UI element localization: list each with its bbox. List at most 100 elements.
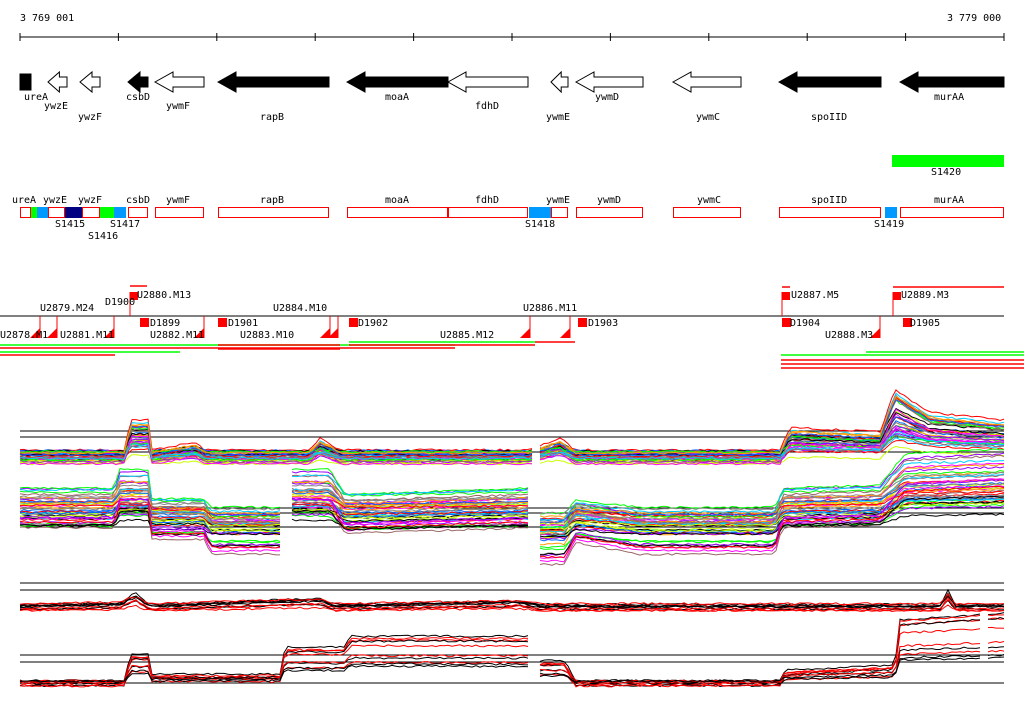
marker-label[interactable]: U2884.M10 <box>273 303 328 314</box>
segment-label: S1416 <box>88 231 119 242</box>
gene-ureA <box>19 73 32 91</box>
panel-1-trace <box>19 408 1005 466</box>
gene-label-fdhD[interactable]: fdhD <box>475 101 500 112</box>
panel-2-trace <box>19 485 1005 559</box>
segment-gene-label: ywmF <box>166 195 191 206</box>
marker-label[interactable]: U2886.M11 <box>523 303 578 314</box>
marker-flag <box>140 318 149 327</box>
green-feature-bar <box>892 155 1004 167</box>
segment-box <box>37 207 48 218</box>
marker-label[interactable]: D1903 <box>588 318 619 329</box>
segment-box <box>673 207 741 218</box>
marker-label[interactable]: U2889.M3 <box>901 290 950 301</box>
green-feature-label: S1420 <box>931 167 962 178</box>
segment-box <box>576 207 643 218</box>
marker-flag <box>30 328 40 338</box>
marker-label[interactable]: U2882.M11 <box>150 330 205 341</box>
marker-label[interactable]: D1899 <box>150 318 181 329</box>
marker-flag <box>893 292 901 300</box>
marker-flag <box>218 318 227 327</box>
marker-label[interactable]: U2885.M12 <box>440 330 495 341</box>
marker-flag <box>328 328 338 338</box>
marker-label[interactable]: D1904 <box>790 318 821 329</box>
segment-label: S1415 <box>55 219 86 230</box>
segment-box <box>128 207 148 218</box>
segment-label: S1419 <box>874 219 905 230</box>
panel-3-trace <box>19 604 1005 613</box>
gene-label-ywmC[interactable]: ywmC <box>696 112 721 123</box>
marker-label[interactable]: U2880.M13 <box>137 290 192 301</box>
panel-3-trace <box>19 592 1005 606</box>
segment-box <box>114 207 126 218</box>
marker-label[interactable]: U2888.M3 <box>825 330 874 341</box>
gene-ywmD <box>574 71 644 93</box>
segment-label: S1418 <box>525 219 556 230</box>
marker-flag <box>782 292 790 300</box>
marker-label[interactable]: U2887.M5 <box>791 290 840 301</box>
segment-box <box>448 207 528 218</box>
gene-label-ywmE[interactable]: ywmE <box>546 112 571 123</box>
marker-label[interactable]: D1900 <box>105 297 136 308</box>
panel-3-trace <box>19 598 1005 610</box>
panel-2-trace <box>19 482 1005 515</box>
segment-box <box>900 207 1004 218</box>
segment-gene-label: ywmE <box>546 195 571 206</box>
marker-flag <box>782 318 791 327</box>
marker-flag <box>903 318 912 327</box>
segment-box <box>82 207 100 218</box>
gene-label-ureA[interactable]: ureA <box>24 92 49 103</box>
panel-1-trace <box>19 399 1005 457</box>
marker-flag <box>320 328 330 338</box>
segment-box <box>551 207 568 218</box>
panel-1-trace <box>19 396 1005 458</box>
segment-box <box>529 207 551 218</box>
segment-box <box>31 207 37 218</box>
gene-label-moaA[interactable]: moaA <box>385 92 410 103</box>
gene-ywmF <box>153 71 205 93</box>
marker-label[interactable]: U2881.M11 <box>60 330 115 341</box>
gene-label-ywzF[interactable]: ywzF <box>78 112 103 123</box>
segment-box <box>20 207 31 218</box>
segment-gene-label: ywzF <box>78 195 103 206</box>
panel-1-trace <box>19 431 1005 460</box>
marker-label[interactable]: U2879.M24 <box>40 303 95 314</box>
marker-label[interactable]: U2878.M1 <box>0 330 49 341</box>
panel-3-trace <box>19 595 1005 609</box>
marker-flag <box>578 318 587 327</box>
gene-label-ywzE[interactable]: ywzE <box>44 101 69 112</box>
marker-flag <box>870 328 880 338</box>
marker-flag <box>194 328 204 338</box>
marker-flag <box>47 328 57 338</box>
segment-gene-label: ureA <box>12 195 37 206</box>
segment-gene-label: fdhD <box>475 195 500 206</box>
segment-gene-label: spoIID <box>811 195 848 206</box>
ruler-start-label: 3 769 001 <box>20 13 75 24</box>
gene-label-ywmD[interactable]: ywmD <box>595 92 620 103</box>
gene-spoIID <box>777 71 882 93</box>
marker-flag <box>349 318 358 327</box>
marker-label[interactable]: U2883.M10 <box>240 330 295 341</box>
gene-ywmE <box>550 70 569 94</box>
segment-box <box>347 207 448 218</box>
ruler-end-label: 3 779 000 <box>947 13 1002 24</box>
marker-label[interactable]: D1905 <box>910 318 941 329</box>
gene-label-csbD[interactable]: csbD <box>126 92 151 103</box>
gene-label-rapB[interactable]: rapB <box>260 112 285 123</box>
marker-flag <box>130 292 138 300</box>
panel-1-trace <box>19 395 1005 455</box>
gene-fdhD <box>446 71 529 93</box>
gene-murAA <box>898 71 1005 93</box>
gene-ywzF <box>79 70 101 94</box>
segment-gene-label: murAA <box>934 195 965 206</box>
panel-4-trace <box>19 612 1005 683</box>
panel-2-trace <box>19 459 1005 521</box>
gene-moaA <box>345 71 449 93</box>
gene-label-ywmF[interactable]: ywmF <box>166 101 191 112</box>
segment-box <box>779 207 881 218</box>
marker-label[interactable]: D1902 <box>358 318 389 329</box>
segment-box <box>48 207 65 218</box>
gene-label-murAA[interactable]: murAA <box>934 92 965 103</box>
marker-label[interactable]: D1901 <box>228 318 259 329</box>
gene-label-spoIID[interactable]: spoIID <box>811 112 848 123</box>
